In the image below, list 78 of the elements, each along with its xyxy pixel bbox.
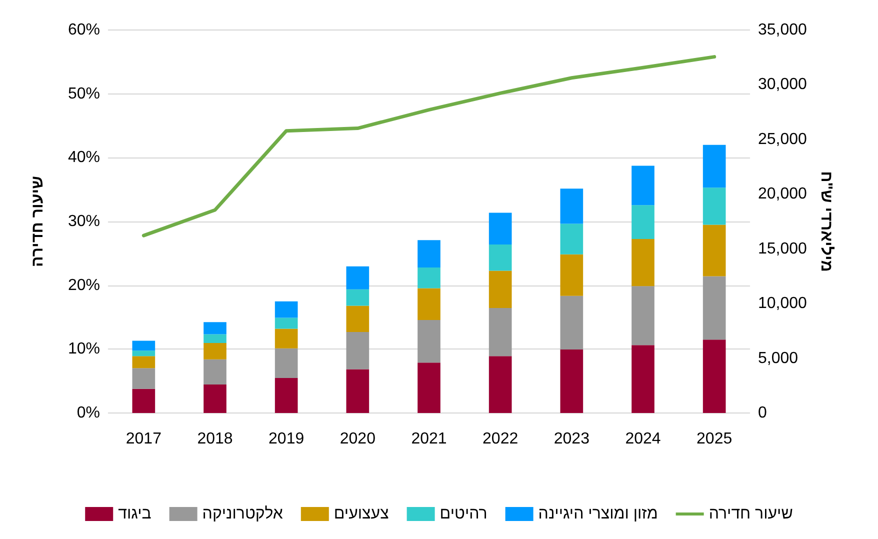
bar — [702, 144, 726, 188]
bar — [418, 240, 440, 268]
bar — [632, 286, 654, 346]
x-tick-label: 2023 — [554, 430, 590, 448]
bar — [346, 306, 370, 332]
x-tick-label: 2017 — [126, 430, 162, 448]
x-tick-label: 2022 — [482, 430, 518, 448]
bar — [274, 318, 298, 329]
legend-label: צעצועים — [334, 506, 390, 522]
bar — [632, 239, 654, 286]
bar — [632, 205, 654, 240]
y-tick-label: 60% — [68, 22, 100, 38]
bar — [274, 348, 298, 378]
y-tick-label: 0% — [76, 404, 100, 422]
bar — [132, 340, 156, 351]
bar — [632, 345, 654, 413]
x-tick-label: 2018 — [197, 430, 233, 448]
bar — [632, 166, 654, 206]
x-tick-label: 2019 — [268, 430, 304, 448]
legend-label: אלקטרוניקה — [202, 504, 283, 522]
bar — [488, 244, 512, 271]
y-tick-label: 40% — [68, 149, 100, 166]
legend-label: מזון ומוצרי היגיינה — [538, 506, 658, 522]
y2-axis-title: מיליארדי ש"ח — [817, 171, 836, 272]
bar — [488, 212, 512, 244]
line-series — [142, 55, 716, 238]
bar — [346, 266, 370, 290]
bar — [560, 224, 584, 254]
bar — [418, 320, 440, 363]
x-tick-label: 2020 — [340, 430, 376, 448]
bar — [488, 356, 512, 413]
bar — [204, 384, 226, 413]
bar — [560, 350, 584, 413]
bar — [346, 332, 370, 370]
bar — [204, 334, 226, 343]
bar — [560, 296, 584, 350]
legend-label: רהיטים — [440, 506, 488, 522]
legend-label: ביגוד — [118, 506, 152, 522]
bar — [418, 362, 440, 413]
bar — [204, 322, 226, 334]
x-tick-label: 2025 — [696, 430, 732, 448]
bar — [132, 368, 156, 389]
y2-tick-label: 35,000 — [758, 22, 808, 38]
y-axis-title: שיעור חדירה — [30, 176, 46, 267]
y2-tick-label: 15,000 — [758, 240, 808, 258]
bar — [560, 254, 584, 296]
bar — [702, 276, 726, 340]
y-tick-label: 10% — [68, 340, 100, 358]
bar — [204, 359, 226, 385]
bar — [132, 356, 156, 368]
y2-tick-label: 30,000 — [758, 76, 808, 94]
bar — [418, 267, 440, 288]
bar — [274, 378, 298, 413]
bar — [346, 289, 370, 306]
y2-tick-label: 10,000 — [758, 295, 808, 312]
bar — [488, 270, 512, 308]
y-tick-label: 20% — [68, 276, 100, 294]
bar — [274, 328, 298, 348]
y2-tick-label: 25,000 — [758, 130, 808, 148]
bar — [702, 188, 726, 225]
bar — [132, 350, 156, 356]
y-tick-label: 50% — [68, 85, 100, 102]
x-tick-label: 2024 — [625, 430, 661, 448]
legend-label: שיעור חדירה — [708, 506, 793, 522]
y2-tick-label: 0 — [758, 404, 767, 422]
bar — [204, 342, 226, 360]
bar — [702, 340, 726, 413]
y2-tick-label: 20,000 — [758, 186, 808, 203]
bar — [346, 369, 370, 413]
bar — [132, 388, 156, 413]
y-tick-label: 30% — [68, 213, 100, 230]
bar — [560, 188, 584, 224]
x-tick-label: 2021 — [411, 430, 447, 448]
bar — [488, 308, 512, 356]
bar — [702, 224, 726, 276]
bar — [418, 288, 440, 320]
bar — [274, 301, 298, 318]
y2-tick-label: 5,000 — [758, 350, 798, 367]
